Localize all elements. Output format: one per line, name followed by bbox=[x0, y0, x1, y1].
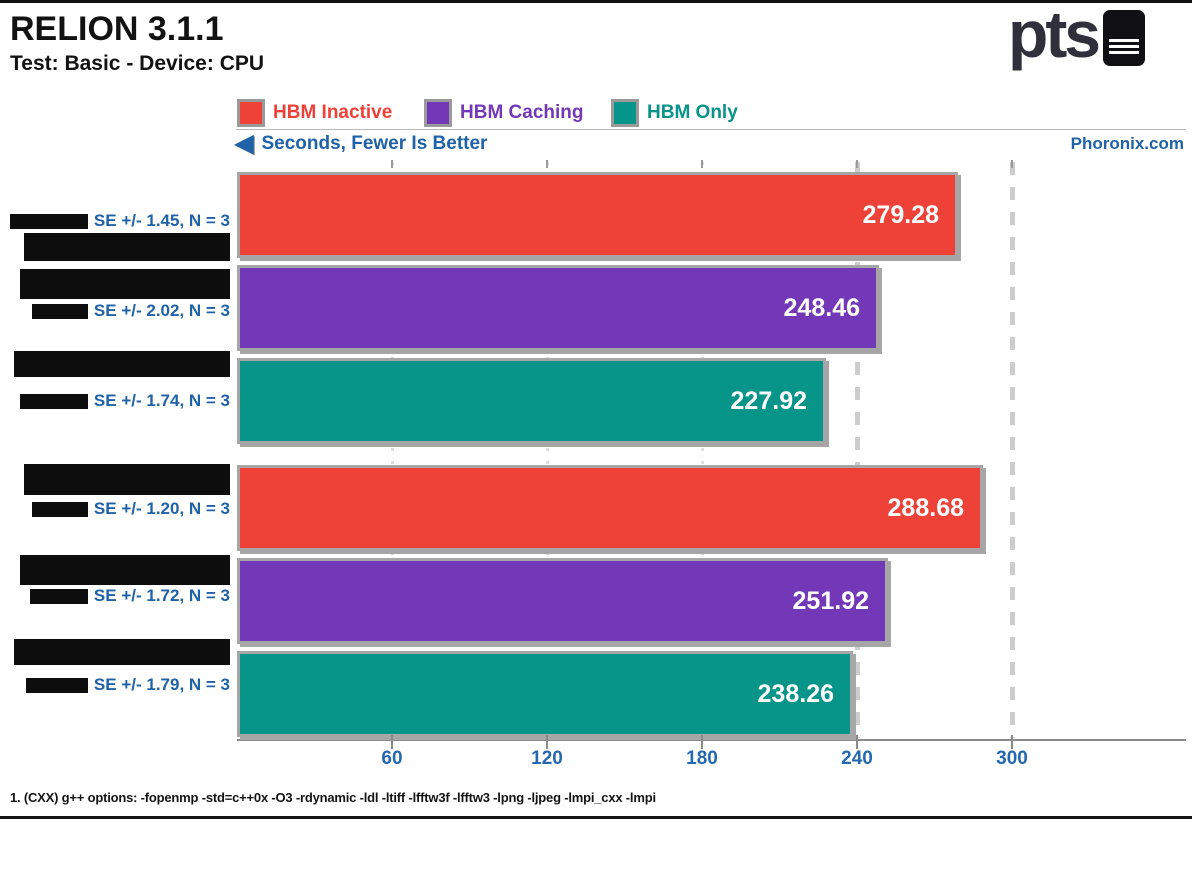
legend-item-hbm-only: HBM Only bbox=[611, 99, 798, 127]
x-tick-label-300: 300 bbox=[996, 748, 1028, 769]
gridline-dotted-180 bbox=[700, 162, 704, 738]
pts-logo-mark-icon bbox=[1103, 10, 1145, 66]
bar-label-line bbox=[20, 555, 230, 585]
bar-label-redacted-text bbox=[19, 393, 88, 409]
legend-label: HBM Only bbox=[647, 102, 738, 123]
bar-label-line: SE +/- 1.20, N = 3 bbox=[31, 499, 230, 519]
left-arrow-icon: ◀ bbox=[235, 130, 254, 157]
bar-label-redacted-text bbox=[20, 555, 230, 585]
footnote: 1. (CXX) g++ options: -fopenmp -std=c++0… bbox=[10, 790, 656, 805]
phoronix-link[interactable]: Phoronix.com bbox=[1070, 134, 1184, 153]
pts-logo: pts bbox=[1008, 0, 1145, 71]
bar-value: 251.92 bbox=[792, 587, 869, 615]
bar-label-line: SE +/- 1.74, N = 3 bbox=[19, 391, 230, 411]
bar-value: 227.92 bbox=[730, 387, 807, 415]
plot-area: 279.28 248.46 227.92 288.68 251.92 238.26 bbox=[237, 160, 1186, 741]
gridline-dotted-60 bbox=[390, 162, 394, 738]
bar-label-redacted-text bbox=[31, 303, 88, 319]
gridline-dotted-120 bbox=[545, 162, 549, 738]
bar-value: 238.26 bbox=[757, 680, 834, 708]
legend-item-hbm-inactive: HBM Inactive bbox=[237, 99, 424, 127]
legend-divider bbox=[236, 129, 1186, 130]
legend: HBM Inactive HBM Caching HBM Only bbox=[237, 99, 798, 127]
bar-label-redacted-text bbox=[29, 588, 88, 604]
tick-mark-bottom bbox=[1011, 735, 1013, 749]
axis-note-label: Seconds, Fewer Is Better bbox=[261, 133, 488, 154]
bar-se-label: SE +/- 1.79, N = 3 bbox=[93, 675, 230, 694]
page-subtitle: Test: Basic - Device: CPU bbox=[10, 52, 265, 75]
gridline-dashed-300 bbox=[1009, 162, 1015, 738]
tick-mark-top bbox=[701, 160, 703, 168]
bar-value: 248.46 bbox=[783, 294, 860, 322]
legend-swatch-icon bbox=[611, 99, 639, 127]
bar-label-redacted-text bbox=[14, 351, 230, 377]
bar-label-line bbox=[24, 464, 230, 495]
bar-hbm-caching-group1: 248.46 bbox=[237, 265, 879, 351]
bar-se-label: SE +/- 1.72, N = 3 bbox=[93, 586, 230, 605]
page-title: RELION 3.1.1 bbox=[10, 10, 224, 48]
bar-label-redacted-text bbox=[24, 233, 230, 261]
x-tick-label-240: 240 bbox=[841, 748, 873, 769]
bar-label-redacted-text bbox=[9, 213, 88, 229]
bar-hbm-caching-group2: 251.92 bbox=[237, 558, 888, 644]
tick-mark-top bbox=[1011, 160, 1013, 168]
bar-label-gutter: SE +/- 1.45, N = 3 SE +/- 2.02, N = 3 SE +… bbox=[0, 0, 236, 760]
bar-se-label: SE +/- 1.20, N = 3 bbox=[93, 499, 230, 518]
x-tick-label-120: 120 bbox=[531, 748, 563, 769]
tick-mark-bottom bbox=[546, 735, 548, 749]
bar-hbm-only-group2: 238.26 bbox=[237, 651, 853, 737]
legend-label: HBM Caching bbox=[460, 102, 584, 123]
pts-logo-text: pts bbox=[1008, 0, 1101, 71]
x-tick-label-60: 60 bbox=[381, 748, 403, 769]
gridline-dashed-240 bbox=[854, 162, 860, 738]
bar-se-label: SE +/- 1.74, N = 3 bbox=[93, 391, 230, 410]
bar-hbm-only-group1: 227.92 bbox=[237, 358, 826, 444]
bar-label-line: SE +/- 1.72, N = 3 bbox=[29, 586, 230, 606]
x-axis-ticks: 60 120 180 240 300 bbox=[237, 735, 1186, 769]
bar-label-line: SE +/- 2.02, N = 3 bbox=[31, 301, 230, 321]
bar-label-redacted-text bbox=[14, 639, 230, 665]
x-axis-line bbox=[237, 739, 1186, 741]
bar-se-label: SE +/- 1.45, N = 3 bbox=[93, 211, 230, 230]
bar-label-line: SE +/- 1.79, N = 3 bbox=[25, 675, 230, 695]
bottom-divider bbox=[0, 816, 1192, 819]
bar-label-redacted-text bbox=[31, 501, 88, 517]
x-tick-label-180: 180 bbox=[686, 748, 718, 769]
bar-label-line bbox=[20, 269, 230, 299]
bar-label-redacted-text bbox=[20, 269, 230, 299]
tick-mark-bottom bbox=[856, 735, 858, 749]
tick-mark-top bbox=[546, 160, 548, 168]
tick-mark-top bbox=[391, 160, 393, 168]
bar-label-redacted-text bbox=[25, 677, 88, 693]
tick-mark-bottom bbox=[701, 735, 703, 749]
top-divider bbox=[0, 0, 1192, 3]
bar-label-redacted-text bbox=[24, 464, 230, 495]
legend-item-hbm-caching: HBM Caching bbox=[424, 99, 611, 127]
bar-value: 279.28 bbox=[862, 201, 939, 229]
axis-note: ◀ Seconds, Fewer Is Better bbox=[235, 130, 488, 157]
bar-label-line bbox=[24, 233, 230, 261]
tick-mark-bottom bbox=[391, 735, 393, 749]
legend-label: HBM Inactive bbox=[273, 102, 393, 123]
bar-value: 288.68 bbox=[887, 494, 964, 522]
legend-swatch-icon bbox=[237, 99, 265, 127]
bar-label-line: SE +/- 1.45, N = 3 bbox=[9, 211, 230, 231]
bar-hbm-inactive-group1: 279.28 bbox=[237, 172, 958, 258]
bar-label-line bbox=[14, 639, 230, 665]
bar-label-line bbox=[14, 351, 230, 377]
tick-mark-top bbox=[856, 160, 858, 168]
bar-se-label: SE +/- 2.02, N = 3 bbox=[93, 301, 230, 320]
legend-swatch-icon bbox=[424, 99, 452, 127]
bar-hbm-inactive-group2: 288.68 bbox=[237, 465, 983, 551]
